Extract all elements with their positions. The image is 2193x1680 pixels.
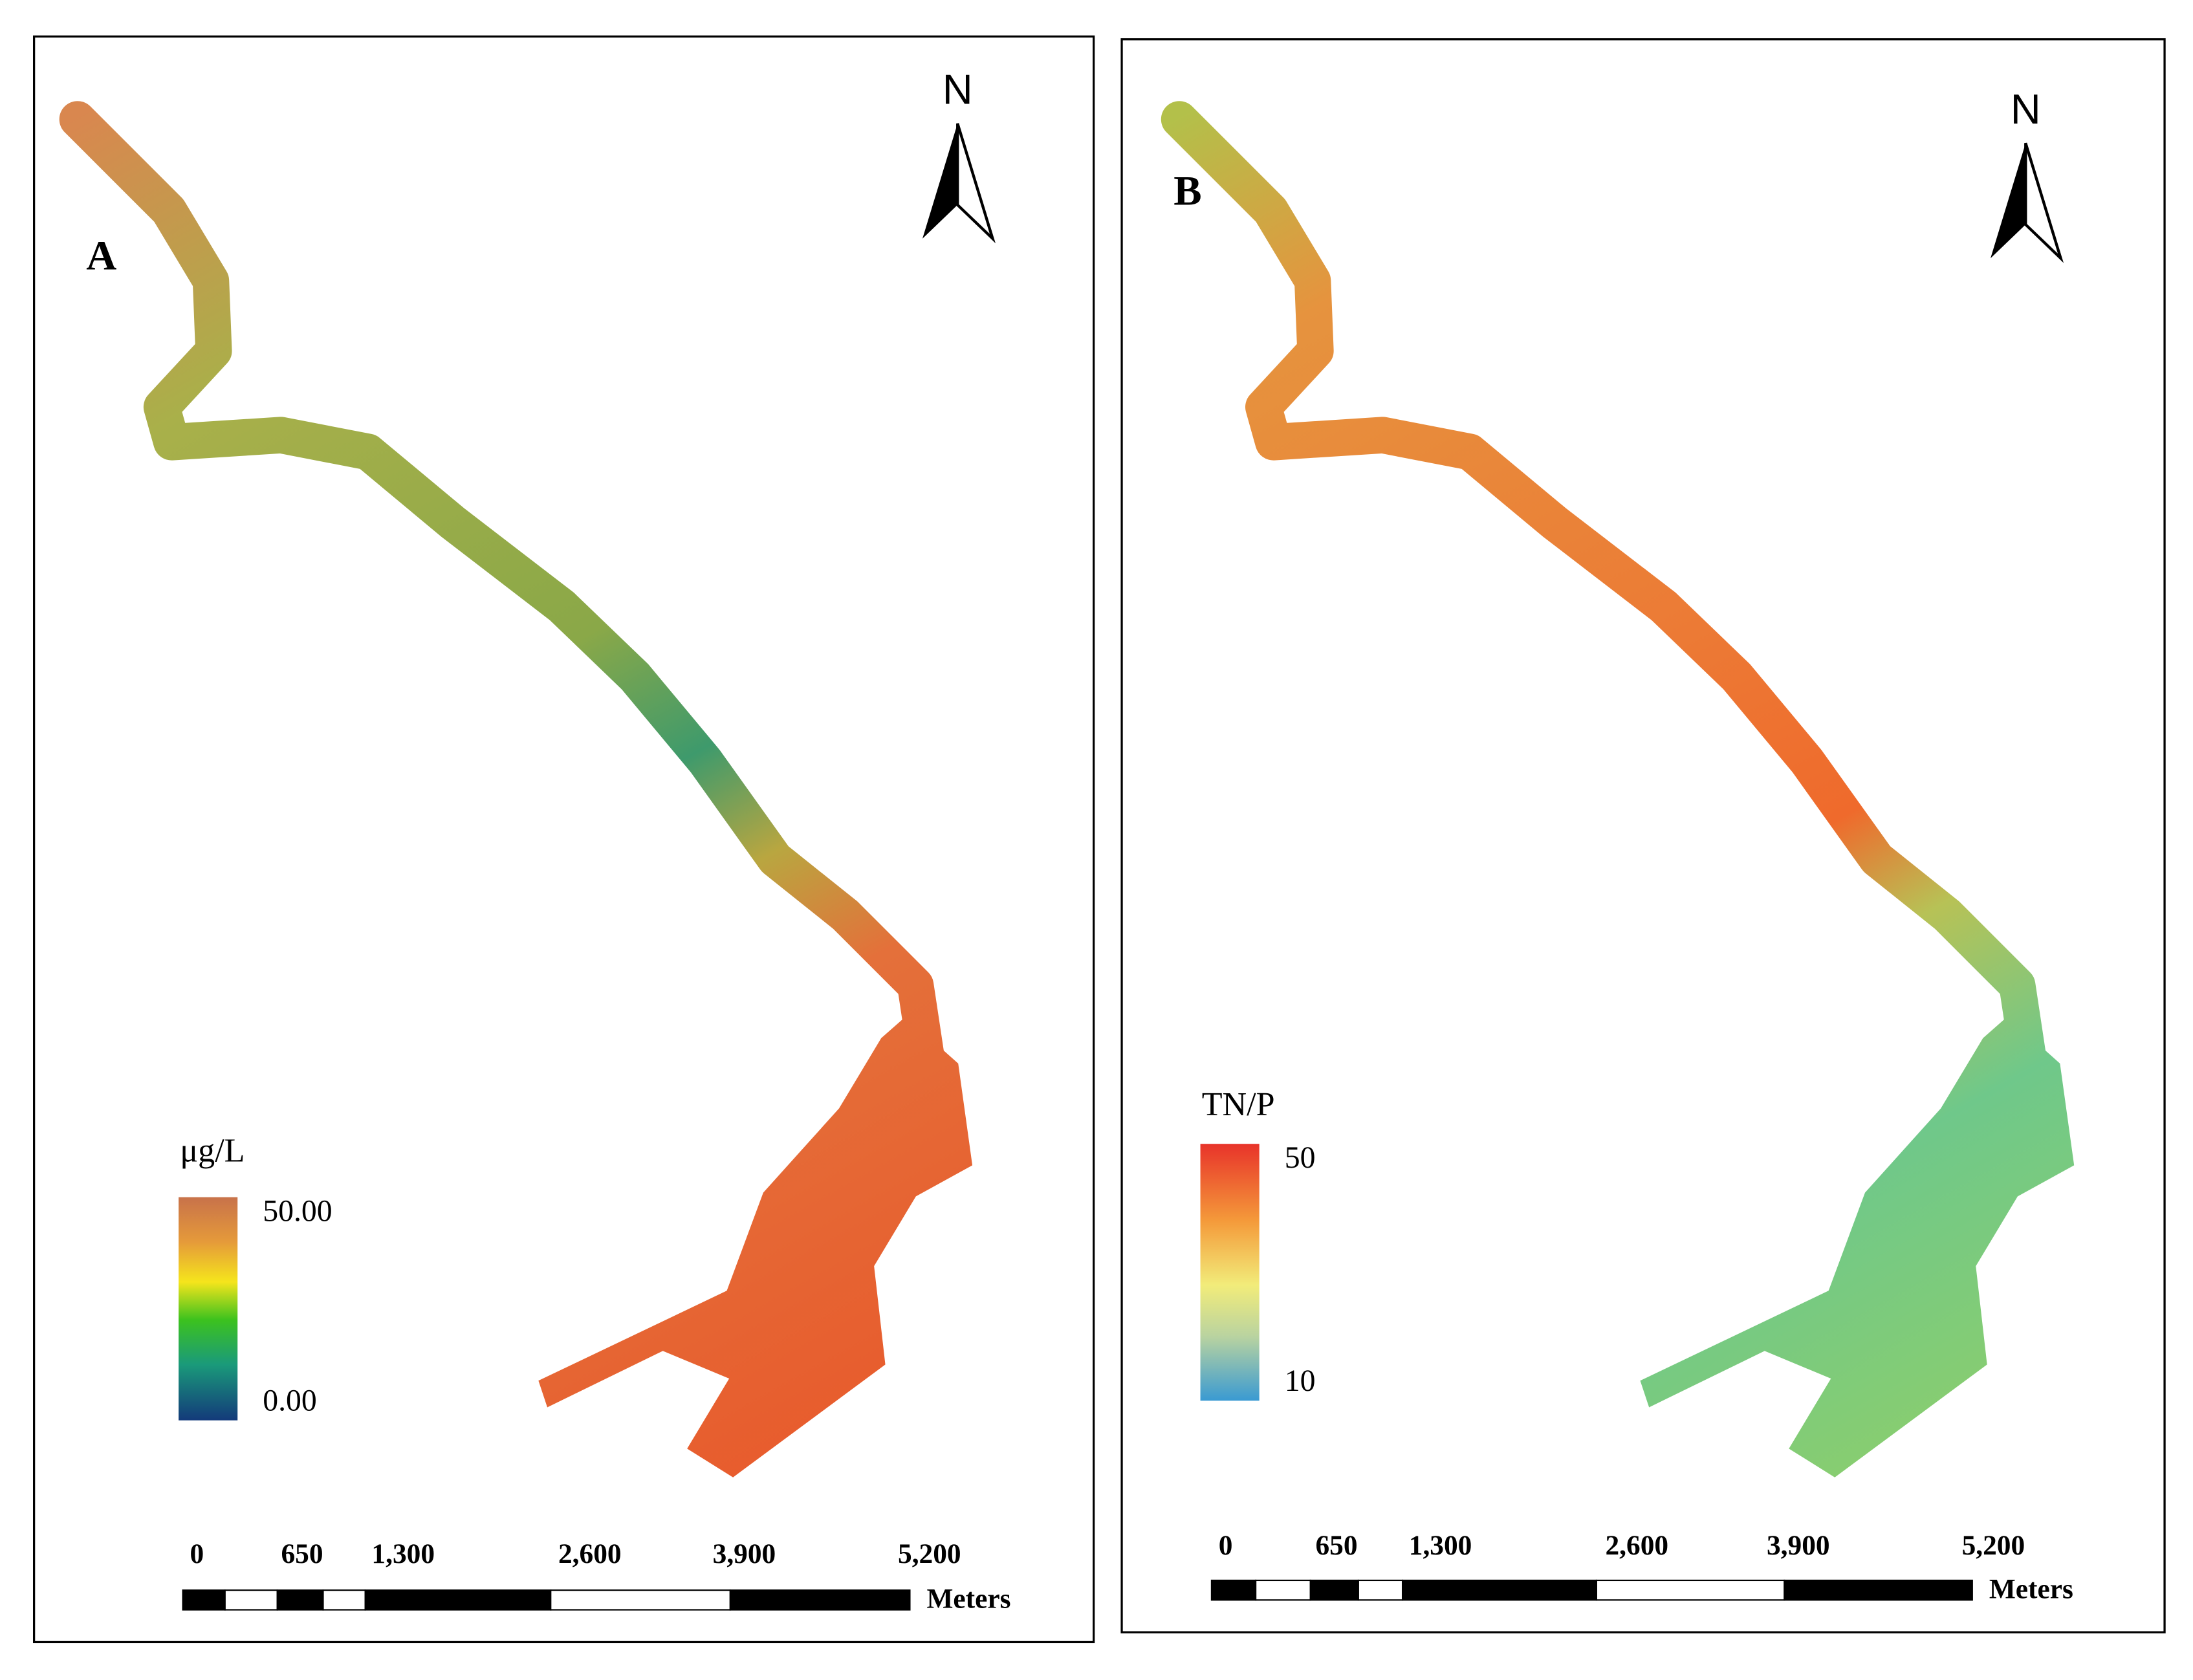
scale-tick-label: 3,900: [1767, 1530, 1830, 1561]
scale-tick-label: 1,300: [1409, 1530, 1472, 1561]
scale-tick-label: 5,200: [898, 1538, 961, 1569]
scale-unit: Meters: [1989, 1573, 2073, 1604]
scale-bar-segment: [550, 1589, 731, 1611]
legend-max: 50.00: [263, 1194, 332, 1228]
legend-title: μg/L: [180, 1132, 245, 1169]
scale-bar-segment: [276, 1589, 324, 1611]
panel-label: A: [86, 232, 116, 279]
legend-ramp: [179, 1197, 238, 1421]
scale-bar-segment: [322, 1589, 366, 1611]
scale-bar-segment: [1357, 1579, 1404, 1601]
panel-frame: [1120, 38, 2166, 1633]
scale-tick-label: 1,300: [371, 1538, 435, 1569]
legend-max: 50: [1285, 1140, 1316, 1175]
legend-title: TN/P: [1202, 1086, 1275, 1123]
scale-bar-segment: [364, 1589, 552, 1611]
scale-tick-label: 5,200: [1962, 1530, 2025, 1561]
legend-min: 10: [1285, 1364, 1316, 1398]
scale-tick-label: 0: [1219, 1530, 1233, 1561]
legend-min: 0.00: [263, 1384, 317, 1418]
scale-tick-label: 2,600: [1605, 1530, 1668, 1561]
scale-bar-segment: [729, 1589, 911, 1611]
scale-bar-segment: [1210, 1579, 1257, 1601]
scale-bar-segment: [1784, 1579, 1973, 1601]
panel-label: B: [1173, 168, 1201, 215]
panel-frame: [32, 35, 1095, 1644]
panel: A Nμg/L 50.00 0.00 0 650 1,300 2,600 3,900 5,200 M…: [32, 35, 1095, 1644]
scale-bar-segment: [1401, 1579, 1598, 1601]
north-label: N: [943, 65, 973, 113]
scale-tick-label: 2,600: [558, 1538, 622, 1569]
north-arrow-right: [2024, 142, 2064, 263]
north-label: N: [2011, 85, 2041, 133]
scale-bar-segment: [1255, 1579, 1311, 1601]
scale-unit: Meters: [926, 1583, 1010, 1614]
legend-ramp: [1200, 1144, 1260, 1401]
panel: B N TN/P 50 10 0 650 1,300 2,600 3,900 5,200 Meters: [1120, 38, 2166, 1633]
scale-bar-segment: [182, 1589, 226, 1611]
scale-bar-segment: [1595, 1579, 1785, 1601]
scale-bar-segment: [1309, 1579, 1359, 1601]
north-arrow-right: [956, 123, 996, 244]
scale-bar-segment: [224, 1589, 278, 1611]
scale-tick-label: 0: [190, 1538, 204, 1569]
scale-tick-label: 650: [281, 1538, 323, 1569]
scale-tick-label: 650: [1315, 1530, 1357, 1561]
scale-tick-label: 3,900: [713, 1538, 776, 1569]
